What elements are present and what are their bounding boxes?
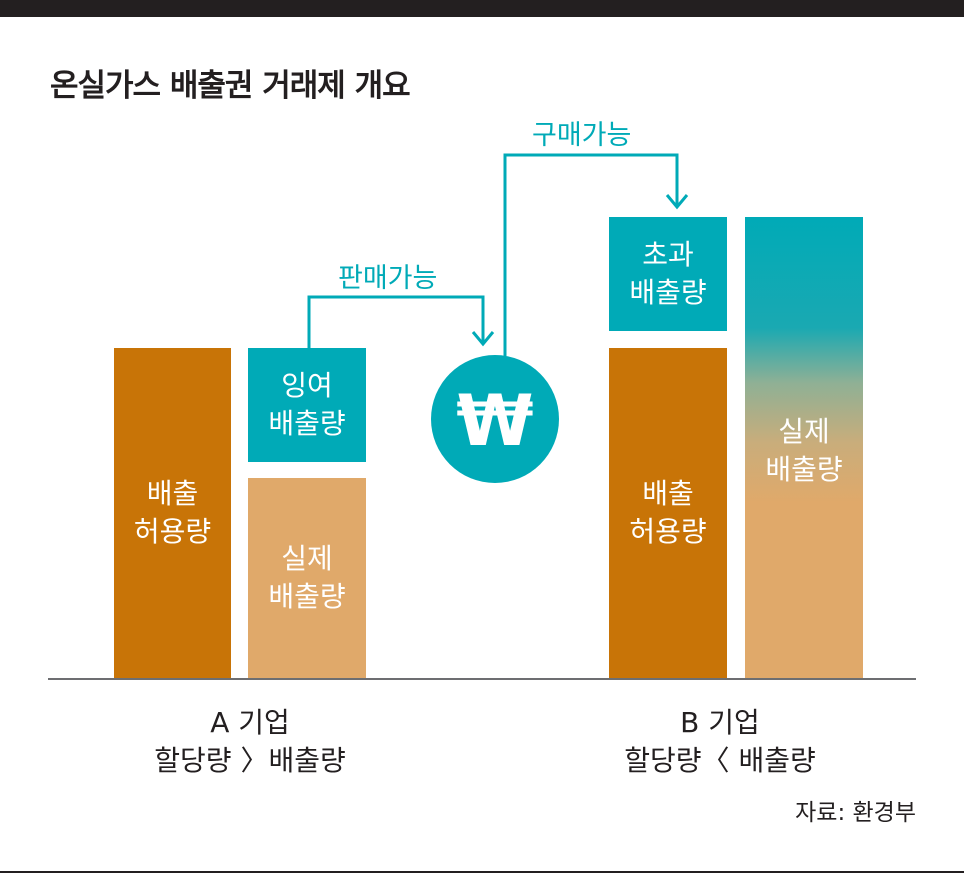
company-a-allowance-line1: 배출 bbox=[146, 477, 199, 510]
sell-label: 판매가능 bbox=[338, 263, 438, 294]
baseline bbox=[48, 678, 916, 680]
source-note: 자료: 환경부 bbox=[795, 800, 916, 826]
company-b-allowance-line2: 허용량 bbox=[629, 515, 707, 548]
company-a-relation: 할당량 〉배출량 bbox=[154, 744, 346, 777]
won-icon: ₩ bbox=[456, 380, 533, 462]
company-b-actual-line2: 배출량 bbox=[765, 453, 843, 486]
bottom-rule bbox=[0, 871, 964, 873]
company-a-surplus-line1: 잉여 bbox=[281, 369, 333, 402]
company-b-actual-line1: 실제 bbox=[778, 415, 830, 448]
chart-title: 온실가스 배출권 거래제 개요 bbox=[50, 68, 411, 104]
company-b-relation: 할당량〈 배출량 bbox=[624, 744, 816, 777]
company-b-allowance-line1: 배출 bbox=[642, 477, 694, 510]
company-b-caption: B 기업 할당량〈 배출량 bbox=[570, 704, 870, 780]
company-a-allowance-line2: 허용량 bbox=[133, 515, 212, 548]
buy-arrow bbox=[503, 153, 689, 356]
header-bar bbox=[0, 0, 964, 17]
company-a-allowance-block: 배출 허용량 bbox=[114, 348, 231, 678]
company-a-surplus-line2: 배출량 bbox=[268, 407, 346, 440]
company-a-actual-line2: 배출량 bbox=[268, 580, 346, 613]
company-a-surplus-block: 잉여 배출량 bbox=[248, 348, 366, 462]
company-b-name: B 기업 bbox=[680, 706, 760, 739]
company-a-caption: A 기업 할당량 〉배출량 bbox=[100, 704, 400, 780]
company-a-actual-line1: 실제 bbox=[281, 542, 333, 575]
company-b-allowance-block: 배출 허용량 bbox=[609, 348, 727, 678]
company-b-excess-line2: 배출량 bbox=[629, 276, 707, 309]
company-b-excess-block: 초과 배출량 bbox=[609, 217, 727, 331]
company-a-actual-block: 실제 배출량 bbox=[248, 478, 366, 678]
won-coin: ₩ bbox=[431, 355, 559, 483]
buy-label: 구매가능 bbox=[532, 120, 632, 151]
company-b-actual-block: 실제 배출량 bbox=[745, 217, 863, 678]
company-a-name: A 기업 bbox=[210, 706, 290, 739]
company-b-excess-line1: 초과 bbox=[642, 238, 694, 271]
sell-arrow bbox=[307, 295, 495, 348]
